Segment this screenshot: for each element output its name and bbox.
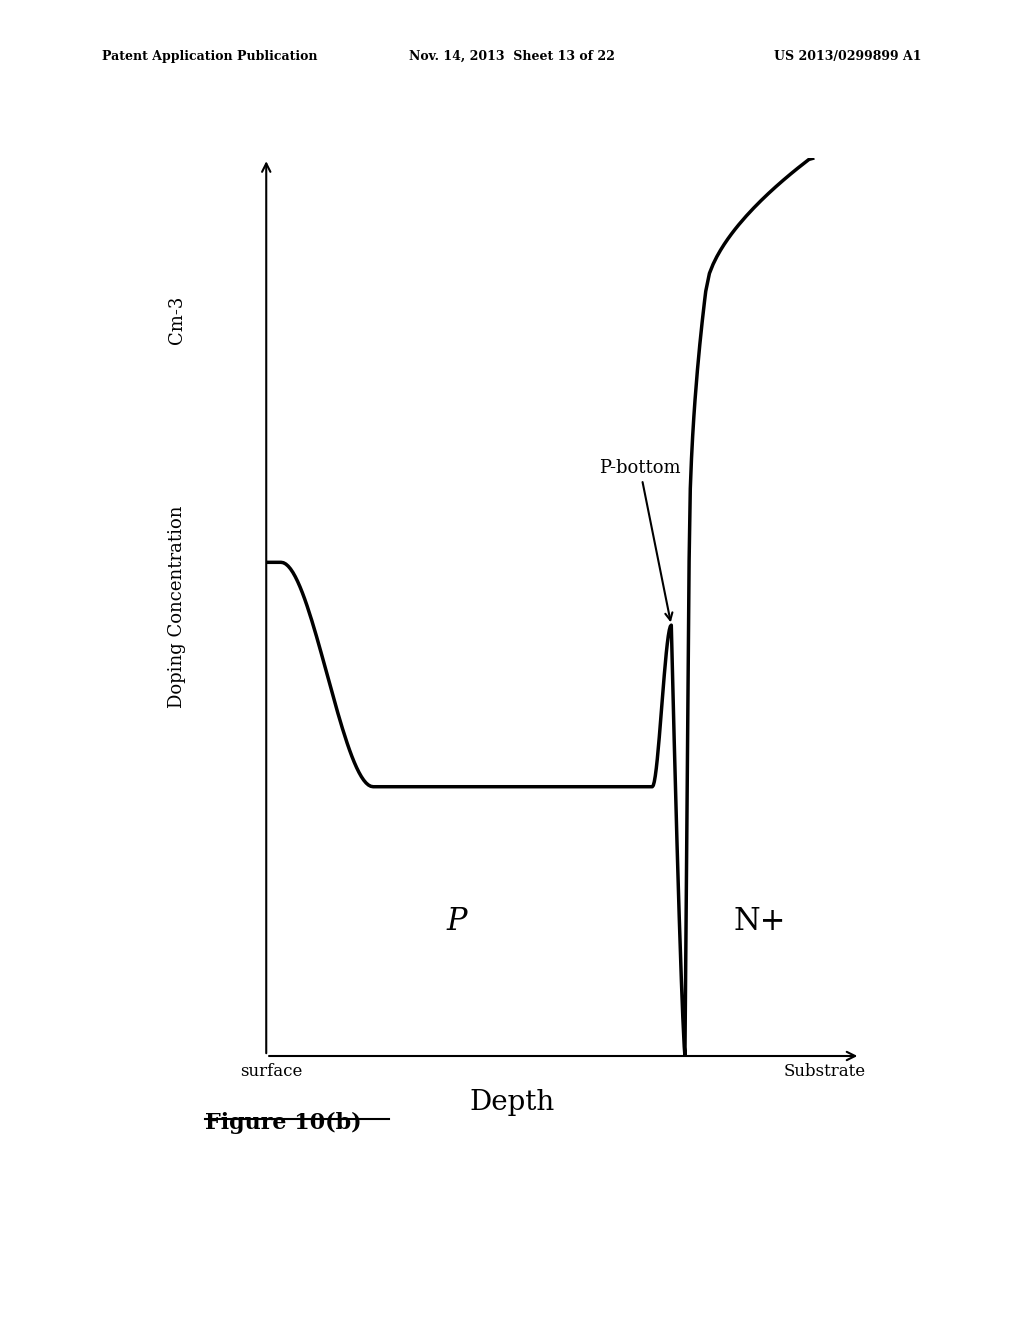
Text: US 2013/0299899 A1: US 2013/0299899 A1 bbox=[774, 50, 922, 63]
Text: Figure 10(b): Figure 10(b) bbox=[205, 1111, 361, 1134]
Text: Depth: Depth bbox=[469, 1089, 555, 1115]
Text: Cm-3: Cm-3 bbox=[168, 296, 186, 345]
Text: N+: N+ bbox=[733, 906, 785, 937]
Text: surface: surface bbox=[241, 1063, 302, 1080]
Text: Doping Concentration: Doping Concentration bbox=[168, 506, 186, 709]
Text: P-bottom: P-bottom bbox=[599, 458, 681, 620]
Text: Nov. 14, 2013  Sheet 13 of 22: Nov. 14, 2013 Sheet 13 of 22 bbox=[409, 50, 615, 63]
Text: Patent Application Publication: Patent Application Publication bbox=[102, 50, 317, 63]
Text: Substrate: Substrate bbox=[783, 1063, 865, 1080]
Text: P: P bbox=[446, 906, 467, 937]
